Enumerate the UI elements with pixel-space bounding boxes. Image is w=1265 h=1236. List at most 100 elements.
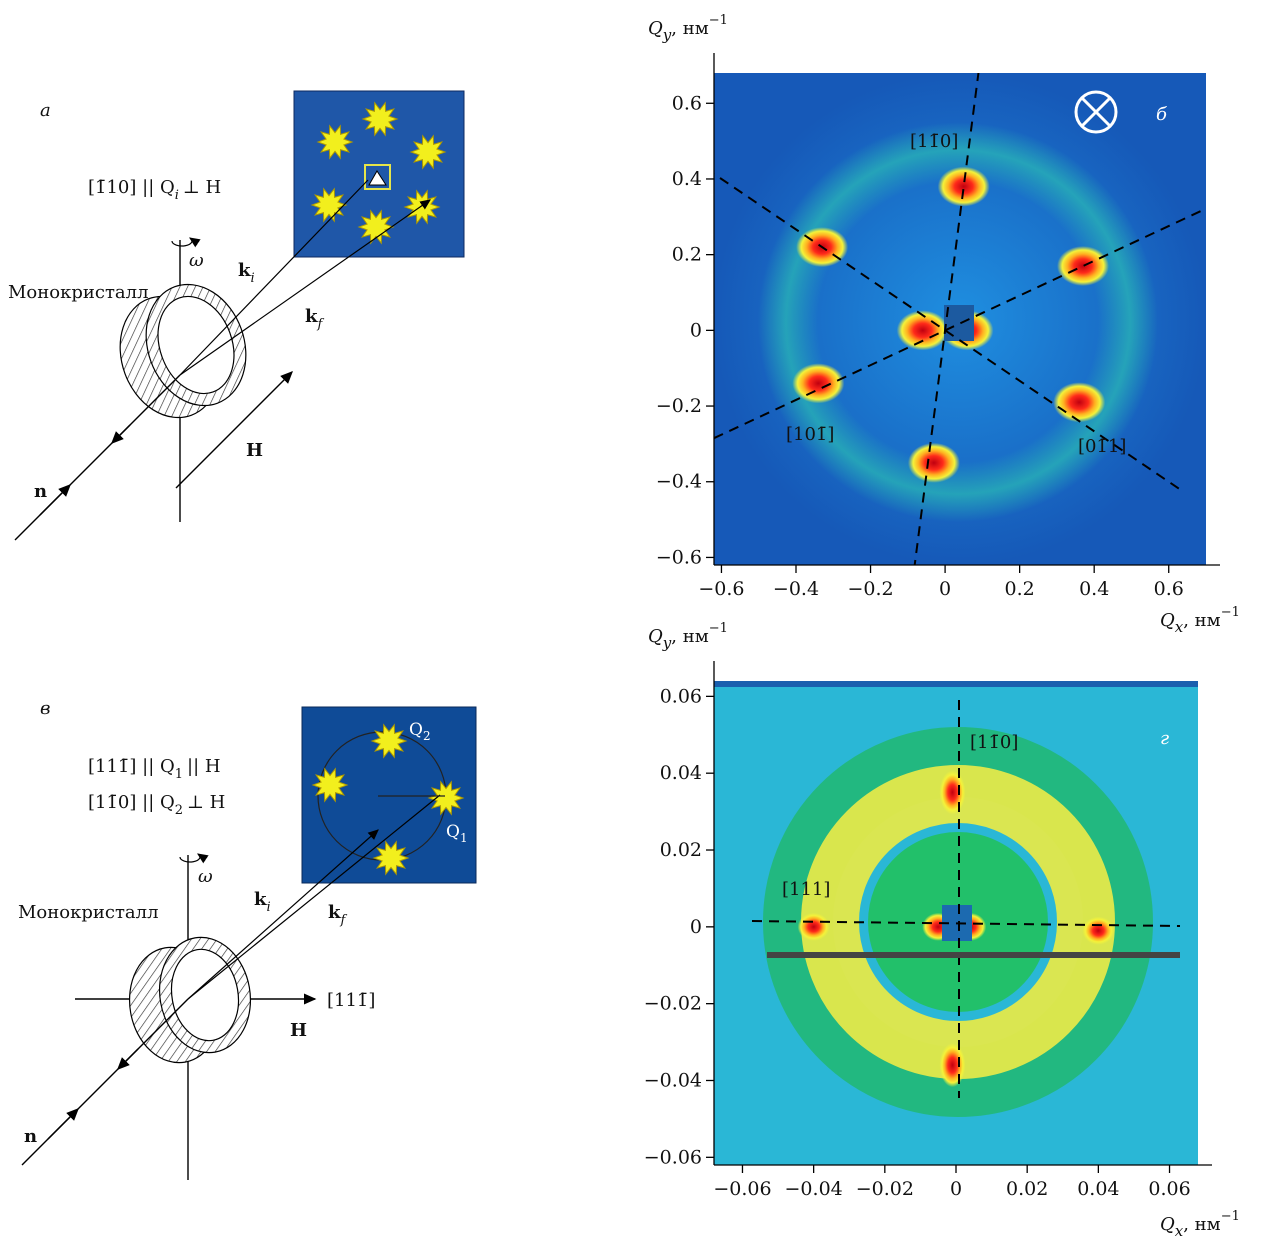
peak-g-0 [939, 770, 966, 815]
x-tick-label: 0 [950, 1178, 962, 1200]
panel-a-letter: а [40, 100, 51, 121]
y-tick-label: −0.2 [656, 395, 702, 417]
peak-b-0 [937, 166, 990, 207]
x-tick-label: 0.2 [1005, 578, 1035, 600]
field-symbol-b [1074, 90, 1118, 134]
beam-stop-b [944, 305, 974, 341]
crystal-ring-a [119, 283, 247, 419]
beam-stop-frame-a [364, 164, 391, 190]
ki-line-v [187, 794, 441, 1000]
peak-g-3 [1082, 916, 1115, 945]
peak-g-2 [797, 912, 830, 941]
omega-a: ω [189, 250, 204, 271]
peak-g-1 [939, 1043, 966, 1088]
dir-top-g: [11̄0] [970, 732, 1018, 753]
y-tick-label: 0 [690, 319, 702, 341]
symmetry-line-b-2 [714, 207, 1206, 440]
x-tick-label: 0 [939, 578, 951, 600]
detector-spot-v-2 [427, 780, 465, 816]
ki-line-a [179, 179, 369, 376]
symmetry-line-b-1 [714, 172, 1180, 490]
detector-spot-a-1 [361, 101, 399, 137]
x-tick-label: 0.06 [1148, 1178, 1190, 1200]
y-tick-label: −0.06 [644, 1146, 702, 1168]
detector-spot-a-0 [316, 124, 354, 160]
Q1-label: Q1 [446, 822, 468, 845]
x-tick-label: −0.06 [713, 1178, 771, 1200]
ylabel-g: Qy, нм−1 [648, 621, 728, 652]
peak-b-5 [1053, 382, 1106, 423]
Q2-label: Q2 [409, 720, 431, 743]
crystal-ring-v [128, 936, 252, 1064]
peak-b-1 [907, 442, 960, 483]
y-tick-label: −0.6 [656, 546, 702, 568]
panel-g-letter: г [1160, 728, 1169, 749]
H-arrow-a [175, 371, 293, 489]
beam-n-a [14, 374, 181, 541]
plot-b: б [11̄0] [101̄] [01̄1] −0.6 −0.4 −0.2 0 0.2 0… [648, 13, 1240, 636]
y-tick-label: 0.06 [660, 685, 702, 707]
beam-n-v [21, 998, 189, 1166]
dir-right-b: [01̄1] [1078, 436, 1126, 457]
rotation-arrow-v [179, 853, 209, 864]
panel-v-letter: в [40, 698, 50, 719]
y-tick-label: 0.2 [672, 244, 702, 266]
detector-spot-v-0 [370, 723, 408, 759]
omega-v: ω [198, 866, 213, 887]
panel-v-schematic: в [111̄] || Q1 || H [11̄0] || Q2 ⊥ H Q2 Q1… [18, 698, 477, 1180]
kf-line-a [179, 199, 431, 376]
y-tick-label: −0.04 [644, 1069, 702, 1091]
beam-stop-a [368, 170, 387, 186]
xlabel-g: Qx, нм−1 [1160, 1209, 1240, 1236]
H-label-v: H [290, 1020, 307, 1041]
dir-left-g: [111] [782, 879, 830, 900]
kf-label-a: kf [305, 306, 324, 332]
y-tick-label: 0 [690, 916, 702, 938]
plot-g: г [11̄0] [111] −0.06 −0.04 −0.02 0 0.02 0.04 0… [644, 621, 1240, 1236]
symmetry-lines-b [714, 73, 1206, 565]
crystal-label-v: Монокристалл [18, 902, 159, 923]
y-tick-label: −0.4 [656, 471, 702, 493]
relation1-v: [111̄] || Q1 || H [88, 756, 221, 782]
y-tick-label: 0.6 [672, 92, 702, 114]
peak-b-6 [896, 310, 949, 351]
axes-b: −0.6 −0.4 −0.2 0 0.2 0.4 0.6 0.6 0.4 0.2 0 −0.2 −0.4… [656, 53, 1220, 600]
panel-a-relation: [1̄10] || Qi ⊥ H [88, 177, 221, 203]
x-tick-label: 0.6 [1154, 578, 1184, 600]
ki-label-a: ki [238, 260, 255, 286]
x-tick-label: 0.04 [1077, 1178, 1119, 1200]
n-label-v: n [24, 1126, 37, 1147]
detector-spot-a-2 [409, 134, 447, 170]
H-label-a: H [246, 440, 263, 461]
relation2-v: [11̄0] || Q2 ⊥ H [88, 792, 225, 818]
x-tick-label: −0.6 [698, 578, 744, 600]
y-tick-label: 0.02 [660, 839, 702, 861]
x-tick-label: −0.4 [773, 578, 819, 600]
kf-label-v: kf [328, 902, 347, 928]
detector-spot-v-3 [372, 840, 410, 876]
panel-a-schematic: а [1̄10] || Qi ⊥ H ω Монокристалл n ki kf… [8, 90, 465, 541]
y-tick-label: 0.04 [660, 762, 702, 784]
detector-spots-a [310, 101, 447, 245]
xlabel-b: Qx, нм−1 [1160, 605, 1240, 636]
x-tick-label: −0.04 [785, 1178, 843, 1200]
rotation-arrow-a [171, 237, 201, 248]
x-tick-label: 0.4 [1079, 578, 1109, 600]
ylabel-b: Qy, нм−1 [648, 13, 728, 44]
y-tick-label: −0.02 [644, 993, 702, 1015]
x-tick-label: 0.02 [1006, 1178, 1048, 1200]
ki-label-v: ki [254, 889, 271, 915]
axes-g: −0.06 −0.04 −0.02 0 0.02 0.04 0.06 0.06 0.04 0.02… [644, 661, 1212, 1200]
x-tick-label: −0.2 [847, 578, 893, 600]
y-tick-label: 0.4 [672, 168, 702, 190]
panel-b-letter: б [1156, 104, 1168, 125]
x-tick-label: −0.02 [856, 1178, 914, 1200]
crystal-label-a: Монокристалл [8, 282, 149, 303]
detector-spots-v [311, 723, 465, 876]
axis-label-v: [111̄] [327, 990, 375, 1011]
dir-top-b: [11̄0] [910, 131, 958, 152]
detector-spot-v-1 [311, 767, 349, 803]
peak-b-4 [1057, 246, 1109, 287]
dash-horizontal-g [751, 920, 1181, 927]
